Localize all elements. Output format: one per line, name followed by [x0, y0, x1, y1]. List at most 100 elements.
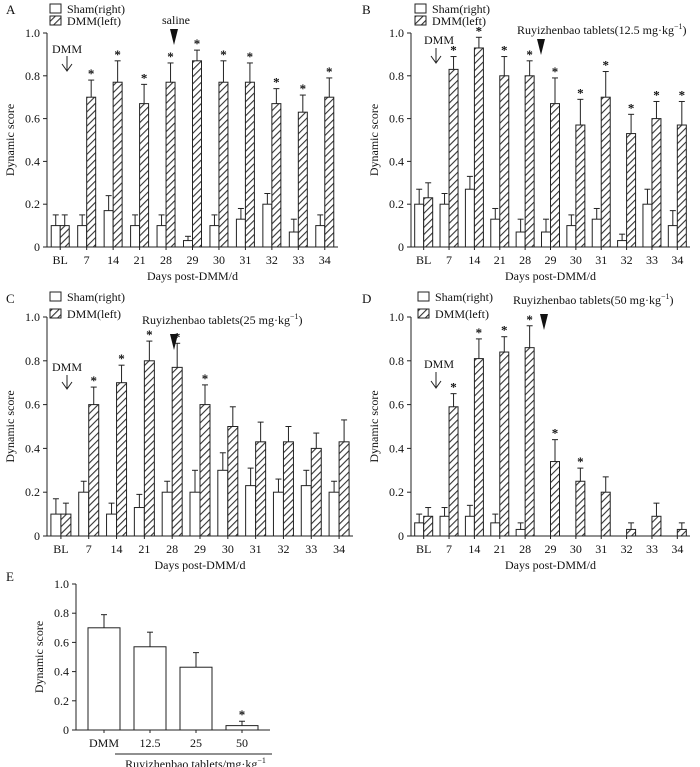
- significance-star: *: [628, 100, 635, 115]
- treatment-label: Ruyizhenbao tablets(25 mg·kg−1): [142, 312, 302, 327]
- legend-label-dmm: DMM(left): [435, 307, 489, 321]
- dmm-arrow-head: [430, 380, 442, 389]
- panel-c: C 0 0.2 0.4 0.6 0.8 1.0 Dynamic score BL 7 * 14 * 21…: [3, 290, 353, 572]
- bar-sham: [515, 231, 526, 248]
- legend-label-dmm: DMM(left): [67, 307, 121, 321]
- x-tick-label: 33: [305, 542, 317, 556]
- x-tick-label: 34: [671, 253, 683, 267]
- significance-star: *: [167, 49, 174, 64]
- bar-sham: [328, 491, 340, 537]
- bar-sham: [209, 225, 220, 248]
- panel-b: B 0 0.2 0.4 0.6 0.8 1.0 Dynamic score BL 7 * 14 * 21…: [362, 2, 690, 283]
- y-tick-label: 0.8: [25, 69, 40, 83]
- x-tick-label: 34: [671, 542, 683, 556]
- bar-sham: [156, 225, 167, 248]
- x-tick-label: 32: [621, 542, 633, 556]
- bar-sham: [541, 231, 551, 248]
- significance-star: *: [202, 371, 209, 386]
- x-tick-label: 14: [468, 253, 480, 267]
- x-tick-label: 31: [250, 542, 262, 556]
- treatment-marker-c: Ruyizhenbao tablets(25 mg·kg−1): [142, 312, 302, 350]
- panel-c-label: C: [6, 291, 15, 306]
- x-tick-label: 7: [84, 253, 90, 267]
- saline-triangle: [170, 29, 178, 45]
- bar-sham: [490, 522, 501, 537]
- x-tick-label: BL: [416, 542, 431, 556]
- dmm-arrow-b: DMM: [424, 33, 454, 64]
- y-tick-label: 0.6: [389, 112, 404, 126]
- bar-sham: [78, 491, 90, 537]
- x-tick-label: 31: [595, 542, 607, 556]
- bar-sham: [183, 240, 193, 248]
- bar-dmm: [255, 441, 267, 537]
- x-tick-label: 21: [494, 542, 506, 556]
- bar-dmm: [600, 96, 611, 248]
- bar-dmm: [600, 491, 611, 537]
- y-tick-label: 0.2: [25, 197, 40, 211]
- legend-swatch-sham: [49, 3, 62, 14]
- significance-star: *: [653, 87, 660, 102]
- significance-star: *: [552, 426, 559, 441]
- legend-label-sham: Sham(right): [432, 2, 490, 16]
- significance-star: *: [220, 47, 227, 62]
- bar-dmm: [139, 103, 150, 248]
- y-tick-label: 0.2: [389, 485, 404, 499]
- bar-sham: [245, 485, 257, 537]
- x-tick-label: BL: [416, 253, 431, 267]
- panel-d: D 0 0.2 0.4 0.6 0.8 1.0 Dynamic score BL 7 * 14 * 21…: [362, 290, 690, 572]
- treatment-label: Ruyizhenbao tablets(12.5 mg·kg−1): [517, 22, 686, 37]
- bar-dmm: [676, 528, 687, 537]
- treatment-triangle: [537, 39, 545, 55]
- bar-dmm: [165, 81, 176, 248]
- bar-dmm: [324, 96, 335, 248]
- panel-e: E 0 0.2 0.4 0.6 0.8 1.0 Dynamic score DMM 12.5 25…: [6, 569, 272, 767]
- y-tick-label: 0.4: [25, 441, 40, 455]
- x-tick-label: BL: [53, 253, 68, 267]
- bar-dose: [87, 627, 121, 731]
- y-tick-label: 0.6: [389, 398, 404, 412]
- x-tick-label: 12.5: [140, 736, 161, 750]
- x-tick-label: BL: [53, 542, 68, 556]
- significance-star: *: [501, 43, 508, 58]
- significance-star: *: [552, 64, 559, 79]
- panel-a-legend: Sham(right) DMM(left): [49, 2, 125, 28]
- y-tick-label: 1.0: [25, 26, 40, 40]
- x-axis-title: Ruyizhenbao tablets/mg·kg−1: [125, 756, 266, 767]
- bar-dmm: [423, 515, 434, 537]
- bar-dmm: [651, 118, 662, 248]
- bar-dmm: [112, 81, 123, 248]
- treatment-marker-d: Ruyizhenbao tablets(50 mg·kg−1): [513, 292, 673, 330]
- bar-sham: [106, 513, 118, 537]
- bar-dmm: [199, 404, 211, 537]
- significance-star: *: [247, 49, 254, 64]
- bar-dmm: [297, 111, 308, 248]
- panel-a-label: A: [6, 2, 16, 17]
- bar-sham: [566, 225, 577, 248]
- bar-sham: [591, 218, 602, 248]
- x-tick-label: 30: [570, 253, 582, 267]
- bar-dmm: [143, 360, 155, 537]
- bar-dmm: [473, 358, 484, 537]
- bar-dose: [179, 666, 213, 731]
- x-tick-label: 30: [570, 542, 582, 556]
- bar-dmm: [473, 47, 484, 248]
- bar-dose: [133, 646, 167, 731]
- bar-dmm: [575, 480, 586, 537]
- x-axis-title: Days post-DMM/d: [505, 269, 596, 283]
- significance-star: *: [679, 87, 686, 102]
- x-axis-title: Days post-DMM/d: [505, 558, 596, 572]
- legend-label-dmm: DMM(left): [67, 14, 121, 28]
- y-tick-label: 0.4: [54, 665, 69, 679]
- bar-sham: [50, 225, 61, 248]
- x-tick-label: 14: [468, 542, 480, 556]
- significance-star: *: [118, 351, 125, 366]
- x-tick-label: 29: [545, 542, 557, 556]
- y-tick-label: 0.2: [54, 694, 69, 708]
- bar-sham: [642, 203, 653, 248]
- y-axis-title: Dynamic score: [367, 390, 381, 462]
- legend-swatch-dmm: [49, 308, 62, 319]
- y-tick-label: 0.6: [25, 398, 40, 412]
- significance-star: *: [146, 327, 153, 342]
- y-tick-label: 1.0: [25, 310, 40, 324]
- legend-label-dmm: DMM(left): [432, 14, 486, 28]
